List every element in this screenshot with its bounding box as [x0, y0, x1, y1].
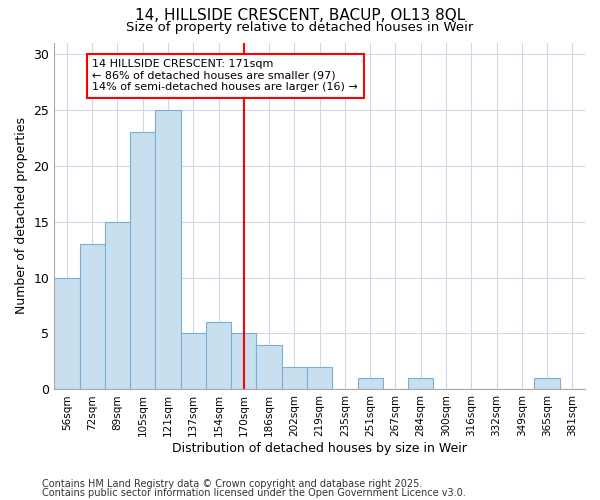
- Bar: [231, 334, 256, 390]
- Text: Contains HM Land Registry data © Crown copyright and database right 2025.: Contains HM Land Registry data © Crown c…: [42, 479, 422, 489]
- Bar: [307, 367, 332, 390]
- Bar: [54, 278, 80, 390]
- Bar: [256, 344, 282, 390]
- Text: Contains public sector information licensed under the Open Government Licence v3: Contains public sector information licen…: [42, 488, 466, 498]
- Text: 14, HILLSIDE CRESCENT, BACUP, OL13 8QL: 14, HILLSIDE CRESCENT, BACUP, OL13 8QL: [135, 8, 465, 22]
- Bar: [206, 322, 231, 390]
- Text: Size of property relative to detached houses in Weir: Size of property relative to detached ho…: [127, 21, 473, 34]
- Bar: [358, 378, 383, 390]
- Bar: [130, 132, 155, 390]
- Bar: [408, 378, 433, 390]
- Bar: [181, 334, 206, 390]
- X-axis label: Distribution of detached houses by size in Weir: Distribution of detached houses by size …: [172, 442, 467, 455]
- Bar: [535, 378, 560, 390]
- Bar: [282, 367, 307, 390]
- Y-axis label: Number of detached properties: Number of detached properties: [15, 118, 28, 314]
- Bar: [155, 110, 181, 390]
- Text: 14 HILLSIDE CRESCENT: 171sqm
← 86% of detached houses are smaller (97)
14% of se: 14 HILLSIDE CRESCENT: 171sqm ← 86% of de…: [92, 60, 358, 92]
- Bar: [80, 244, 105, 390]
- Bar: [105, 222, 130, 390]
